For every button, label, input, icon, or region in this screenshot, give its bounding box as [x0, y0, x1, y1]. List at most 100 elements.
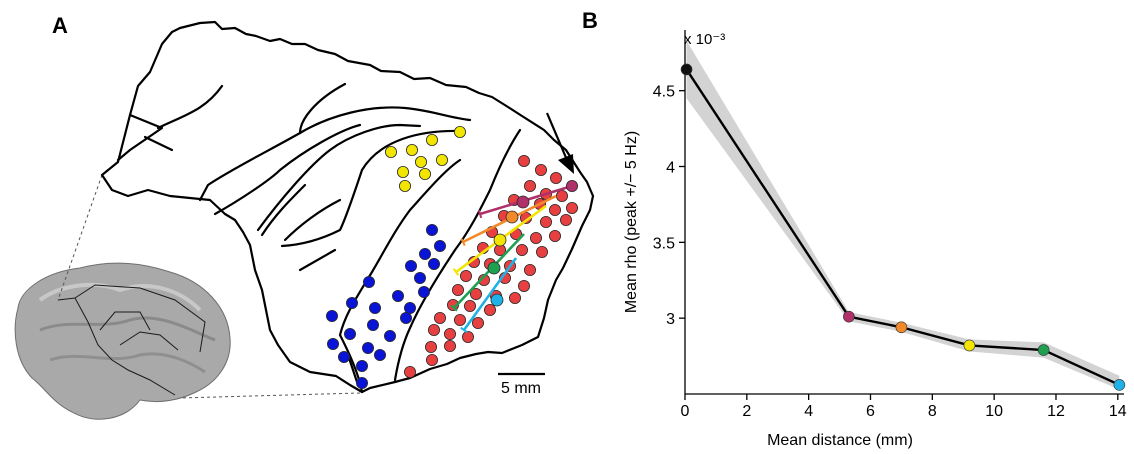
scale-bar-label: 5 mm	[501, 380, 541, 397]
electrode-dot-blue	[337, 350, 350, 363]
x-tick-label: 4	[804, 403, 813, 420]
electrode-dot-blue	[366, 318, 379, 331]
pair-line-cap	[452, 268, 460, 276]
sulcus	[283, 198, 342, 242]
brain-shape	[14, 262, 231, 420]
pair-line-cap	[460, 326, 468, 334]
electrode-dot-yellow	[435, 153, 448, 166]
sulcus	[213, 123, 362, 216]
electrode-dot-blue	[403, 301, 416, 314]
electrode-dot-red	[443, 327, 456, 340]
x-tick-label: 14	[1109, 403, 1127, 420]
brain-fold	[49, 352, 206, 374]
y-multiplier: x 10⁻³	[684, 31, 725, 48]
electrode-dots	[325, 126, 579, 389]
pair-midpoint	[493, 233, 507, 247]
electrode-dot-yellow	[405, 143, 418, 156]
electrode-dot-yellow	[418, 167, 431, 180]
pair-midpoint	[490, 293, 504, 307]
electrode-dot-blue	[325, 309, 338, 322]
panel-a-label: A	[52, 13, 68, 38]
electrode-dot-red	[535, 163, 548, 176]
electrode-dot-blue	[417, 285, 430, 298]
brain-illustration	[14, 174, 361, 420]
y-ticks: 3 3.5 4 4.5	[653, 84, 685, 328]
electrode-dot-blue	[425, 223, 438, 236]
electrode-dot-yellow	[384, 145, 397, 158]
y-tick-label: 3.5	[653, 235, 675, 252]
electrode-dot-red	[427, 323, 440, 336]
x-tick-label: 2	[742, 403, 751, 420]
electrode-dot-blue	[427, 257, 440, 270]
electrode-dot-blue	[404, 259, 417, 272]
electrode-dot-yellow	[398, 179, 411, 192]
electrode-dot-blue	[326, 337, 339, 350]
electrode-dot-red	[433, 311, 446, 324]
electrode-dot-yellow	[453, 126, 466, 139]
electrode-dot-blue	[361, 341, 374, 354]
electrode-dot-red	[540, 215, 553, 228]
electrode-dot-red	[443, 339, 456, 352]
sulcus	[298, 82, 347, 135]
electrode-dot-red	[403, 365, 416, 378]
electrode-dot-red	[518, 279, 531, 292]
electrode-dot-red	[524, 179, 537, 192]
electrode-dot-blue	[399, 311, 412, 324]
electrode-dot-blue	[368, 301, 381, 314]
x-tick-label: 8	[928, 403, 937, 420]
electrode-dot-blue	[433, 239, 446, 252]
sulcus	[280, 129, 462, 248]
sulcus	[256, 123, 422, 232]
sulcus	[143, 135, 174, 152]
electrode-dot-blue	[355, 359, 368, 372]
x-tick-label: 0	[681, 403, 690, 420]
electrode-dot-red	[566, 201, 579, 214]
projection-line	[179, 392, 361, 399]
electrode-dot-blue	[418, 247, 431, 260]
electrode-dot-blue	[383, 329, 396, 342]
electrode-dot-blue	[343, 327, 356, 340]
y-tick-label: 4	[666, 160, 675, 177]
x-tick-label: 6	[866, 403, 875, 420]
electrode-dot-red	[463, 299, 476, 312]
electrode-dot-red	[471, 316, 484, 329]
electrode-dot-red	[459, 269, 472, 282]
pair-line-cap	[477, 209, 483, 219]
pair-line	[462, 257, 518, 331]
electrode-dot-red	[451, 283, 464, 296]
y-tick-label: 3	[666, 311, 675, 328]
electrode-pair-lines	[450, 179, 579, 334]
electrode-dot-red	[453, 313, 466, 326]
electrode-dot-red	[483, 303, 496, 316]
sulcus	[198, 106, 472, 202]
sulcus	[346, 353, 360, 387]
pair-anchor	[566, 179, 579, 192]
electrode-dot-red	[530, 231, 543, 244]
y-tick-label: 4.5	[653, 84, 675, 101]
x-axis-label: Mean distance (mm)	[767, 432, 913, 449]
sulcus	[260, 183, 307, 237]
pair-midpoint	[487, 261, 501, 275]
electrode-dot-yellow	[425, 133, 438, 146]
pair-midpoint	[505, 210, 519, 224]
electrode-dot-blue	[391, 289, 404, 302]
data-point	[963, 339, 976, 352]
data-point	[843, 310, 855, 323]
series-points	[680, 63, 1126, 391]
cortex-flatmap	[100, 20, 595, 394]
data-point	[680, 63, 693, 76]
flatmap-outline	[100, 20, 595, 394]
sulcus	[116, 113, 164, 162]
scale-bar: 5 mm	[498, 372, 545, 397]
brain-fold	[39, 316, 216, 342]
electrode-dot-yellow	[396, 165, 409, 178]
electrode-dot-red	[424, 340, 437, 353]
x-ticks: 0 2 4 6 8 10 12 14	[681, 394, 1127, 420]
arrow-icon	[545, 112, 574, 174]
electrode-dot-red	[560, 213, 573, 226]
electrode-dot-red	[518, 154, 531, 167]
electrode-dot-blue	[373, 348, 386, 361]
electrode-dot-red	[524, 263, 537, 276]
electrode-dot-red	[549, 203, 562, 216]
data-point	[1113, 379, 1126, 391]
